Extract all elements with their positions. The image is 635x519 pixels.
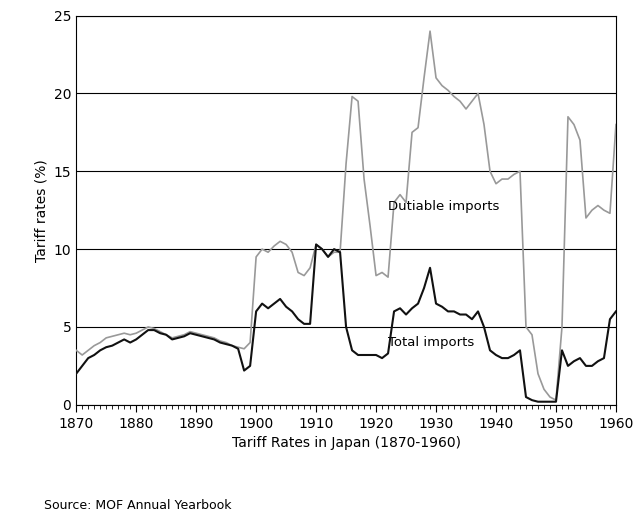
Total imports — [606, 316, 614, 322]
Dutiable imports — [552, 397, 560, 403]
Dutiable imports — [534, 371, 542, 377]
Total imports — [540, 399, 548, 405]
Dutiable imports — [606, 210, 614, 216]
Total imports — [72, 371, 80, 377]
Dutiable imports — [198, 332, 206, 338]
Text: Source: MOF Annual Yearbook: Source: MOF Annual Yearbook — [44, 499, 232, 512]
Total imports — [210, 336, 218, 343]
Dutiable imports — [612, 121, 620, 128]
Total imports — [138, 332, 146, 338]
Total imports — [534, 399, 542, 405]
Line: Dutiable imports: Dutiable imports — [76, 31, 616, 400]
Total imports — [612, 308, 620, 315]
Text: Total imports: Total imports — [388, 336, 474, 349]
Dutiable imports — [384, 274, 392, 280]
Dutiable imports — [72, 347, 80, 353]
Dutiable imports — [138, 327, 146, 333]
Text: Dutiable imports: Dutiable imports — [388, 200, 500, 213]
Total imports — [312, 241, 320, 248]
X-axis label: Tariff Rates in Japan (1870-1960): Tariff Rates in Japan (1870-1960) — [232, 436, 460, 450]
Line: Total imports: Total imports — [76, 244, 616, 402]
Total imports — [198, 333, 206, 339]
Dutiable imports — [210, 335, 218, 341]
Y-axis label: Tariff rates (%): Tariff rates (%) — [34, 159, 48, 262]
Total imports — [391, 308, 398, 315]
Dutiable imports — [426, 28, 434, 34]
